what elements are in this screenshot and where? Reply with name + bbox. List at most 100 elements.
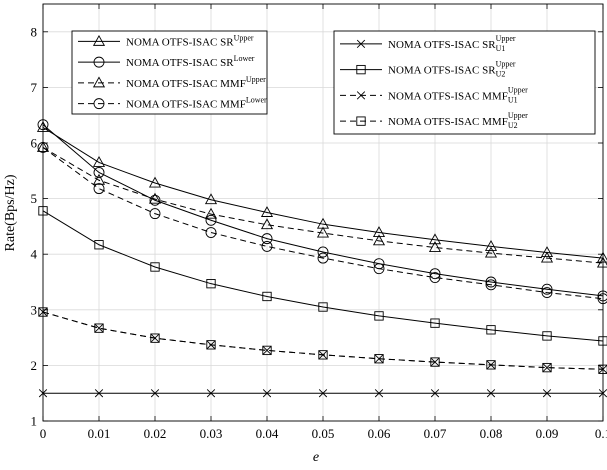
legend-label: NOMA OTFS-ISAC SRUpper [126, 33, 254, 48]
x-tick-label: 0.01 [88, 426, 111, 441]
y-tick-label: 1 [31, 414, 38, 429]
data-point [428, 233, 442, 245]
legend-top-right: NOMA OTFS-ISAC SRUpper U1 NOMA OTFS-ISAC S… [333, 30, 596, 135]
data-point [484, 239, 498, 251]
data-point [374, 354, 384, 364]
y-tick-label: 8 [31, 24, 38, 39]
data-point [541, 283, 553, 295]
data-point [430, 318, 440, 328]
x-tick-label: 0.05 [312, 426, 335, 441]
data-point [206, 279, 216, 289]
legend-marker [93, 98, 105, 110]
data-point [206, 389, 216, 398]
legend-label: NOMA OTFS-ISAC MMFUpper U1 [388, 85, 528, 104]
data-point [261, 233, 273, 245]
data-point [485, 279, 497, 291]
data-point [318, 389, 328, 398]
legend-top-left: NOMA OTFS-ISAC SRUpper NOMA OTFS-ISAC SRL… [71, 30, 268, 115]
legend-entry: NOMA OTFS-ISAC SRLower [78, 54, 255, 69]
legends: NOMA OTFS-ISAC SRUpper NOMA OTFS-ISAC SRL… [71, 30, 596, 135]
legend-label: NOMA OTFS-ISAC MMFLower [126, 96, 267, 111]
data-point [542, 389, 552, 398]
x-tick-label: 0.04 [256, 426, 279, 441]
data-point [150, 389, 160, 398]
legend-marker [93, 56, 105, 68]
legend-label: NOMA OTFS-ISAC SRLower [126, 54, 255, 69]
data-point [540, 246, 554, 257]
data-point [92, 156, 106, 167]
data-point [206, 340, 216, 350]
legend-entry: NOMA OTFS-ISAC MMFUpper U2 [340, 111, 528, 130]
y-axis-title: Rate(Bps/Hz) [3, 174, 18, 251]
y-tick-label: 6 [31, 136, 38, 151]
y-tick-label: 5 [31, 191, 38, 206]
data-point [430, 389, 440, 398]
x-tick-label: 0.1 [595, 426, 607, 441]
legend-marker [356, 116, 366, 126]
series-line [42, 127, 604, 259]
y-tick-label: 2 [31, 358, 38, 373]
data-point [374, 389, 384, 398]
legend-entry: NOMA OTFS-ISAC MMFUpper U1 [340, 85, 528, 104]
data-point [374, 311, 384, 321]
data-point [262, 389, 272, 398]
legend-marker [356, 64, 366, 75]
data-point [484, 246, 498, 258]
data-point [149, 208, 161, 220]
data-point [541, 287, 553, 299]
data-point [317, 252, 329, 264]
data-point [542, 363, 552, 372]
series-line [42, 311, 604, 370]
data-point [485, 276, 497, 288]
series-3 [36, 141, 607, 268]
data-point [373, 263, 385, 275]
ticks: 0 0.01 0.02 0.03 0.04 0.05 0.06 0.07 0.08 0.09 0. 1… [31, 4, 607, 441]
data-point [372, 226, 386, 237]
legend-label: NOMA OTFS-ISAC MMFUpper U2 [388, 111, 528, 130]
x-tick-label: 0 [40, 426, 47, 441]
data-point [542, 362, 552, 373]
legend-entry: NOMA OTFS-ISAC MMFLower [78, 96, 267, 111]
data-point [92, 173, 106, 185]
data-point [318, 302, 328, 312]
data-point [429, 268, 441, 280]
data-point [93, 183, 105, 195]
legend-entry: NOMA OTFS-ISAC SRUpper U1 [340, 34, 516, 53]
data-point [149, 194, 161, 206]
data-point [542, 331, 552, 341]
x-tick-label: 0.09 [536, 426, 559, 441]
data-point [486, 325, 496, 335]
legend-box [333, 30, 596, 135]
data-point [486, 389, 496, 398]
legend-marker [356, 39, 366, 48]
data-point [430, 357, 440, 367]
data-point [204, 193, 218, 205]
data-point [148, 176, 162, 188]
data-point [262, 346, 272, 355]
series-line [42, 147, 604, 300]
x-tick-label: 0.06 [368, 426, 391, 441]
series-line [42, 147, 604, 264]
data-point [205, 227, 217, 238]
x-tick-label: 0.03 [200, 426, 223, 441]
series-4 [37, 141, 607, 305]
data-point [93, 167, 105, 178]
legend-entry: NOMA OTFS-ISAC SRUpper U2 [340, 60, 516, 79]
data-point [262, 345, 272, 356]
data-point [205, 214, 217, 226]
legend-marker [92, 34, 106, 46]
data-point [204, 207, 218, 219]
data-point [150, 262, 160, 272]
data-point [317, 246, 329, 258]
data-point [316, 226, 330, 238]
data-point [430, 357, 440, 367]
x-tick-label: 0.07 [424, 426, 447, 441]
series-line [42, 210, 604, 342]
data-point [94, 324, 104, 333]
legend-label: NOMA OTFS-ISAC MMFUpper [126, 75, 266, 90]
data-point [486, 360, 496, 370]
y-tick-label: 7 [31, 80, 38, 95]
data-point [318, 350, 328, 360]
data-point [262, 291, 272, 302]
legend-entry: NOMA OTFS-ISAC MMFUpper [78, 75, 266, 90]
